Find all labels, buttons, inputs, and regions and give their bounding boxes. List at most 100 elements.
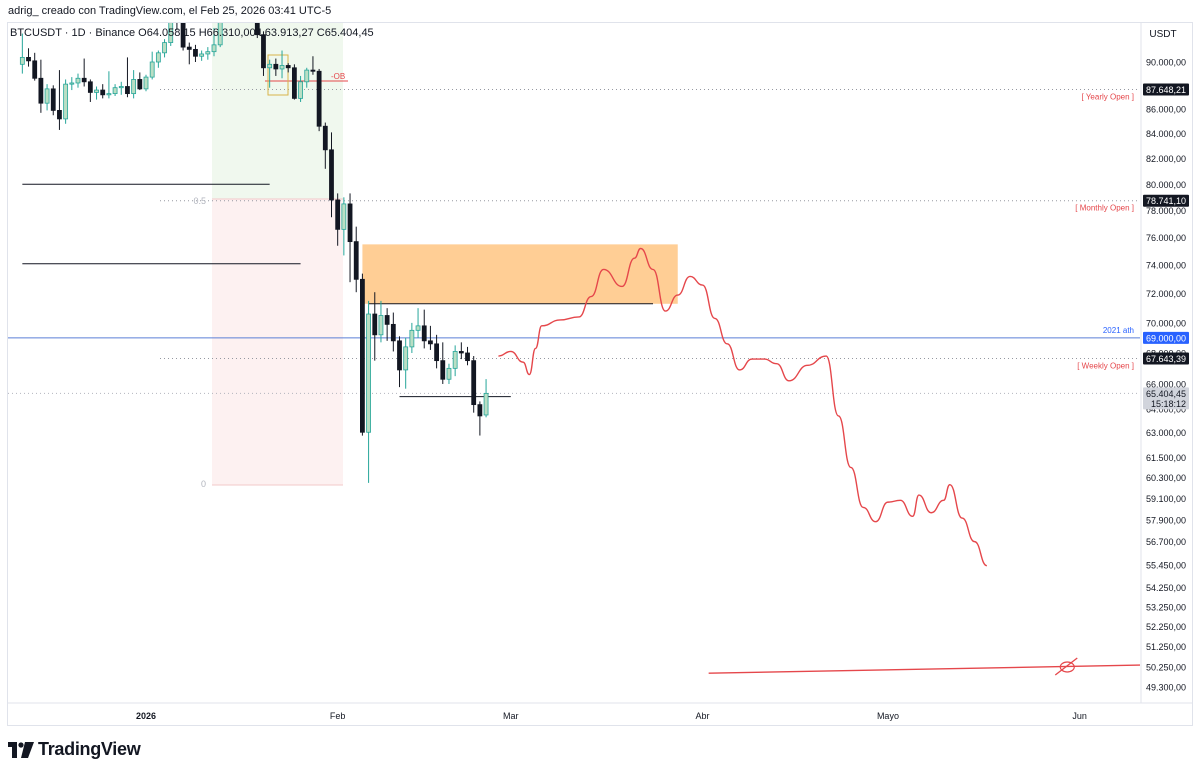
candle-2026-02-20[interactable]	[452, 345, 458, 377]
candle-2026-01-03[interactable]	[155, 50, 161, 68]
candle-2026-01-23[interactable]	[279, 50, 285, 79]
candle-2026-01-20[interactable]	[261, 31, 266, 76]
candle-2026-01-15[interactable]	[231, 0, 235, 7]
author-caption: adrig_ creado con TradingView.com, el Fe…	[8, 5, 332, 17]
candle-2026-02-12[interactable]	[403, 337, 409, 389]
candle-2026-02-11[interactable]	[397, 336, 402, 388]
candle-2026-01-08[interactable]	[186, 42, 192, 65]
candle-2026-01-22[interactable]	[273, 58, 279, 76]
tradingview-brand[interactable]: TradingView	[38, 739, 141, 759]
candle-2026-01-06[interactable]	[175, 12, 179, 31]
candle-2026-02-07[interactable]	[372, 292, 378, 361]
candle-2026-02-09[interactable]	[384, 308, 390, 341]
candle-2026-02-06[interactable]	[366, 300, 371, 483]
candle-2026-02-23[interactable]	[471, 356, 477, 413]
candle-2026-01-25[interactable]	[291, 64, 297, 100]
y-tick-label: 80.000,00	[1146, 180, 1186, 190]
candle-body	[322, 125, 328, 151]
candle-2026-01-12[interactable]	[211, 27, 217, 57]
candle-2026-01-19[interactable]	[254, 5, 260, 39]
candle-2026-01-13[interactable]	[217, 6, 223, 48]
candle-2026-01-01[interactable]	[143, 74, 149, 92]
candle-2026-01-02[interactable]	[149, 51, 155, 80]
y-tick-label: 50.250,00	[1146, 663, 1186, 673]
candle-2026-02-25[interactable]	[483, 379, 489, 418]
candle-2026-02-18[interactable]	[440, 342, 446, 384]
candle-body	[112, 87, 118, 95]
candle-body	[428, 340, 433, 345]
candle-2026-02-24[interactable]	[477, 401, 483, 436]
cross-mark[interactable]	[1054, 657, 1078, 676]
candle-2025-12-17[interactable]	[50, 85, 56, 116]
candle-2026-01-27[interactable]	[304, 67, 310, 88]
candle-2025-12-20[interactable]	[69, 77, 75, 91]
ath-2021-price-tag-text: 69.000,00	[1146, 333, 1186, 343]
candle-body	[249, 3, 253, 7]
candle-2026-02-14[interactable]	[415, 308, 421, 338]
plot-area[interactable]	[8, 0, 1148, 676]
candle-2026-01-26[interactable]	[298, 75, 303, 102]
candle-2025-12-15[interactable]	[38, 59, 44, 113]
candle-2025-12-25[interactable]	[100, 84, 106, 99]
candle-2026-01-09[interactable]	[193, 44, 198, 62]
candle-2026-02-16[interactable]	[428, 325, 433, 350]
last-price-tag	[1143, 387, 1189, 410]
candle-2026-01-17[interactable]	[243, 0, 247, 8]
candle-2026-01-31[interactable]	[329, 132, 334, 218]
candle-2026-01-21[interactable]	[267, 59, 273, 88]
candle-2026-01-28[interactable]	[310, 56, 316, 75]
candle-body	[298, 81, 303, 99]
candle-2026-02-05[interactable]	[360, 273, 365, 436]
candle-2025-12-14[interactable]	[32, 52, 38, 81]
target-line[interactable]	[708, 664, 1148, 674]
y-tick-label: 76.000,00	[1146, 233, 1186, 243]
candle-2025-12-19[interactable]	[63, 79, 69, 124]
candle-2025-12-28[interactable]	[118, 81, 124, 95]
candle-2025-12-23[interactable]	[87, 79, 93, 102]
candle-2026-02-01[interactable]	[335, 193, 341, 246]
candle-2026-02-10[interactable]	[390, 312, 396, 352]
candle-2026-02-19[interactable]	[446, 363, 452, 384]
candle-2026-01-24[interactable]	[285, 63, 291, 73]
candle-2025-12-18[interactable]	[57, 70, 62, 130]
candle-2026-01-10[interactable]	[199, 50, 205, 61]
y-tick-label: 55.450,00	[1146, 560, 1186, 570]
price-chart[interactable]: 0.5 0 -OB BTCUSDT · 1D · Binance O64.058,15…	[0, 0, 1200, 728]
candle-2026-01-04[interactable]	[162, 39, 167, 58]
candle-2026-02-17[interactable]	[434, 334, 440, 369]
candle-2026-02-13[interactable]	[409, 322, 415, 353]
candle-2025-12-21[interactable]	[75, 73, 81, 88]
candle-2025-12-27[interactable]	[112, 84, 118, 97]
candle-2026-02-15[interactable]	[421, 309, 427, 349]
weekly-open-label: [ Weekly Open ]	[1077, 361, 1134, 370]
candle-2026-01-07[interactable]	[180, 15, 186, 51]
candle-2026-02-21[interactable]	[458, 342, 464, 360]
candle-2025-12-16[interactable]	[44, 84, 50, 111]
candle-2026-01-18[interactable]	[249, 0, 253, 9]
candle-2026-02-03[interactable]	[347, 193, 353, 283]
candle-2025-12-30[interactable]	[131, 70, 137, 99]
candle-2026-01-16[interactable]	[237, 0, 241, 11]
candle-2026-01-11[interactable]	[205, 47, 211, 60]
projection-path[interactable]	[498, 247, 988, 567]
candle-2026-01-29[interactable]	[316, 68, 322, 132]
candle-2026-02-08[interactable]	[378, 300, 384, 343]
candle-2025-12-13[interactable]	[26, 48, 31, 67]
x-tick-abr: Abr	[695, 711, 709, 721]
candle-2025-12-22[interactable]	[81, 58, 87, 87]
order-block-zone[interactable]	[362, 244, 678, 304]
candle-2025-12-29[interactable]	[125, 57, 130, 98]
candle-2026-01-30[interactable]	[322, 122, 328, 169]
candle-2026-02-04[interactable]	[353, 226, 359, 293]
candle-2026-02-02[interactable]	[341, 197, 347, 256]
candle-2026-01-05[interactable]	[168, 15, 174, 46]
candle-2025-12-12[interactable]	[19, 33, 25, 74]
currency-label[interactable]: USDT	[1149, 29, 1176, 40]
tradingview-logo-icon[interactable]	[8, 742, 34, 758]
candle-2026-01-14[interactable]	[224, 0, 228, 10]
candle-2026-02-22[interactable]	[465, 346, 470, 366]
candle-2025-12-24[interactable]	[94, 86, 99, 100]
candle-body	[360, 278, 365, 433]
candle-2025-12-26[interactable]	[106, 71, 112, 99]
candle-2025-12-31[interactable]	[137, 72, 143, 91]
